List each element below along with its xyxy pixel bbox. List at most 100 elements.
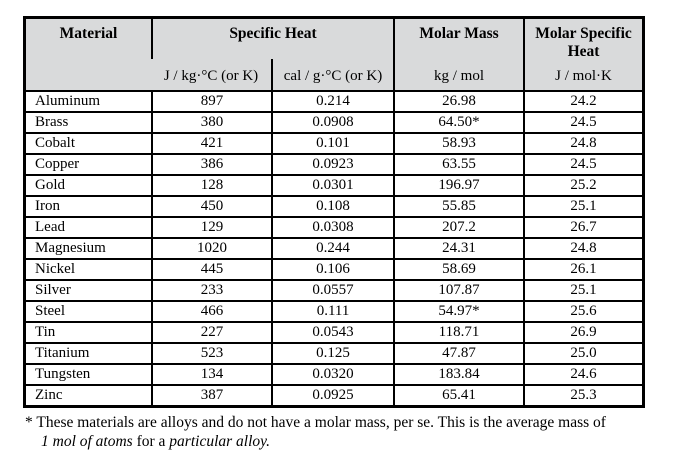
- table-row: Nickel 445 0.106 58.69 26.1: [26, 258, 643, 279]
- header-cell-specific-heat: Specific Heat: [151, 19, 394, 59]
- cell-sh-cal: 0.0308: [271, 216, 394, 237]
- header-label-specific-heat: Specific Heat: [229, 25, 317, 42]
- cell-material: Steel: [26, 300, 151, 321]
- cell-sh-cal: 0.0925: [271, 384, 394, 405]
- cell-sh-cal: 0.0320: [271, 363, 394, 384]
- cell-molar-mass: 63.55: [393, 153, 524, 174]
- table-row: Silver 233 0.0557 107.87 25.1: [26, 279, 643, 300]
- footnote-line-2: 1 mol of atoms for a particular alloy.: [41, 432, 643, 451]
- cell-sh-cal: 0.214: [271, 90, 394, 111]
- cell-sh-cal: 0.244: [271, 237, 394, 258]
- table-row: Iron 450 0.108 55.85 25.1: [26, 195, 643, 216]
- cell-molar-mass: 196.97: [393, 174, 524, 195]
- cell-sh-cal: 0.111: [271, 300, 394, 321]
- cell-material: Nickel: [26, 258, 151, 279]
- cell-molar-sh: 26.7: [523, 216, 643, 237]
- table-row: Tin 227 0.0543 118.71 26.9: [26, 321, 643, 342]
- header-label-molar-mass: Molar Mass: [419, 25, 499, 42]
- cell-sh-j: 421: [151, 132, 271, 153]
- cell-molar-sh: 24.6: [523, 363, 643, 384]
- header-cell-material: Material: [26, 19, 151, 90]
- cell-material: Lead: [26, 216, 151, 237]
- cell-molar-mass: 64.50*: [393, 111, 524, 132]
- cell-sh-j: 134: [151, 363, 271, 384]
- table-header: Material Specific Heat Molar Mass kg / m…: [26, 19, 643, 90]
- cell-material: Titanium: [26, 342, 151, 363]
- cell-molar-mass: 54.97*: [393, 300, 524, 321]
- header-label-material: Material: [59, 25, 118, 42]
- cell-molar-sh: 24.8: [523, 237, 643, 258]
- cell-sh-j: 227: [151, 321, 271, 342]
- cell-molar-sh: 24.8: [523, 132, 643, 153]
- cell-sh-cal: 0.0543: [271, 321, 394, 342]
- footnote-text-segment: 1 mol of atoms: [41, 433, 133, 450]
- cell-material: Tin: [26, 321, 151, 342]
- cell-sh-cal: 0.0301: [271, 174, 394, 195]
- table-row: Magnesium 1020 0.244 24.31 24.8: [26, 237, 643, 258]
- cell-molar-sh: 25.1: [523, 279, 643, 300]
- cell-molar-mass: 26.98: [393, 90, 524, 111]
- cell-molar-sh: 24.5: [523, 153, 643, 174]
- cell-molar-sh: 25.2: [523, 174, 643, 195]
- cell-molar-mass: 58.93: [393, 132, 524, 153]
- header-unit-j-per-kg: J / kg·°C (or K): [151, 59, 271, 90]
- footnote-text-segment: for a: [132, 433, 170, 450]
- cell-sh-j: 128: [151, 174, 271, 195]
- table-row: Lead 129 0.0308 207.2 26.7: [26, 216, 643, 237]
- cell-material: Zinc: [26, 384, 151, 405]
- cell-material: Gold: [26, 174, 151, 195]
- cell-sh-cal: 0.125: [271, 342, 394, 363]
- cell-molar-sh: 26.9: [523, 321, 643, 342]
- cell-molar-mass: 107.87: [393, 279, 524, 300]
- cell-sh-cal: 0.0923: [271, 153, 394, 174]
- table-row: Cobalt 421 0.101 58.93 24.8: [26, 132, 643, 153]
- cell-material: Aluminum: [26, 90, 151, 111]
- table-row: Aluminum 897 0.214 26.98 24.2: [26, 90, 643, 111]
- header-unit-molar-mass: kg / mol: [434, 68, 485, 84]
- table-row: Zinc 387 0.0925 65.41 25.3: [26, 384, 643, 405]
- cell-sh-j: 386: [151, 153, 271, 174]
- cell-sh-j: 387: [151, 384, 271, 405]
- cell-sh-cal: 0.108: [271, 195, 394, 216]
- table-body: Aluminum 897 0.214 26.98 24.2 Brass 380 0.0908 6…: [26, 90, 643, 405]
- cell-molar-mass: 65.41: [393, 384, 524, 405]
- cell-sh-cal: 0.0908: [271, 111, 394, 132]
- cell-molar-sh: 24.5: [523, 111, 643, 132]
- cell-material: Cobalt: [26, 132, 151, 153]
- header-unit-molar-specific-heat: J / mol·K: [555, 68, 612, 84]
- cell-sh-j: 450: [151, 195, 271, 216]
- table-row: Brass 380 0.0908 64.50* 24.5: [26, 111, 643, 132]
- header-label-molar-specific-heat: Molar Specific Heat: [535, 25, 632, 60]
- cell-molar-sh: 24.2: [523, 90, 643, 111]
- cell-sh-j: 233: [151, 279, 271, 300]
- cell-sh-j: 466: [151, 300, 271, 321]
- cell-material: Tungsten: [26, 363, 151, 384]
- cell-molar-sh: 25.0: [523, 342, 643, 363]
- cell-molar-sh: 25.6: [523, 300, 643, 321]
- cell-sh-j: 129: [151, 216, 271, 237]
- footnote-text-segment: particular alloy.: [169, 433, 271, 450]
- cell-sh-j: 1020: [151, 237, 271, 258]
- footnote-line-1: * These materials are alloys and do not …: [25, 414, 606, 431]
- cell-molar-mass: 24.31: [393, 237, 524, 258]
- cell-material: Silver: [26, 279, 151, 300]
- table-row: Tungsten 134 0.0320 183.84 24.6: [26, 363, 643, 384]
- table-row: Copper 386 0.0923 63.55 24.5: [26, 153, 643, 174]
- footnote: * These materials are alloys and do not …: [25, 413, 643, 451]
- table-row: Gold 128 0.0301 196.97 25.2: [26, 174, 643, 195]
- cell-material: Copper: [26, 153, 151, 174]
- cell-sh-cal: 0.106: [271, 258, 394, 279]
- cell-molar-mass: 55.85: [393, 195, 524, 216]
- table-row: Steel 466 0.111 54.97* 25.6: [26, 300, 643, 321]
- cell-molar-mass: 58.69: [393, 258, 524, 279]
- specific-heat-table: Material Specific Heat Molar Mass kg / m…: [23, 16, 646, 408]
- header-cell-molar-specific-heat: Molar Specific Heat J / mol·K: [523, 19, 643, 90]
- cell-molar-sh: 25.1: [523, 195, 643, 216]
- cell-sh-cal: 0.0557: [271, 279, 394, 300]
- cell-molar-mass: 47.87: [393, 342, 524, 363]
- cell-material: Iron: [26, 195, 151, 216]
- cell-material: Magnesium: [26, 237, 151, 258]
- cell-sh-j: 897: [151, 90, 271, 111]
- cell-material: Brass: [26, 111, 151, 132]
